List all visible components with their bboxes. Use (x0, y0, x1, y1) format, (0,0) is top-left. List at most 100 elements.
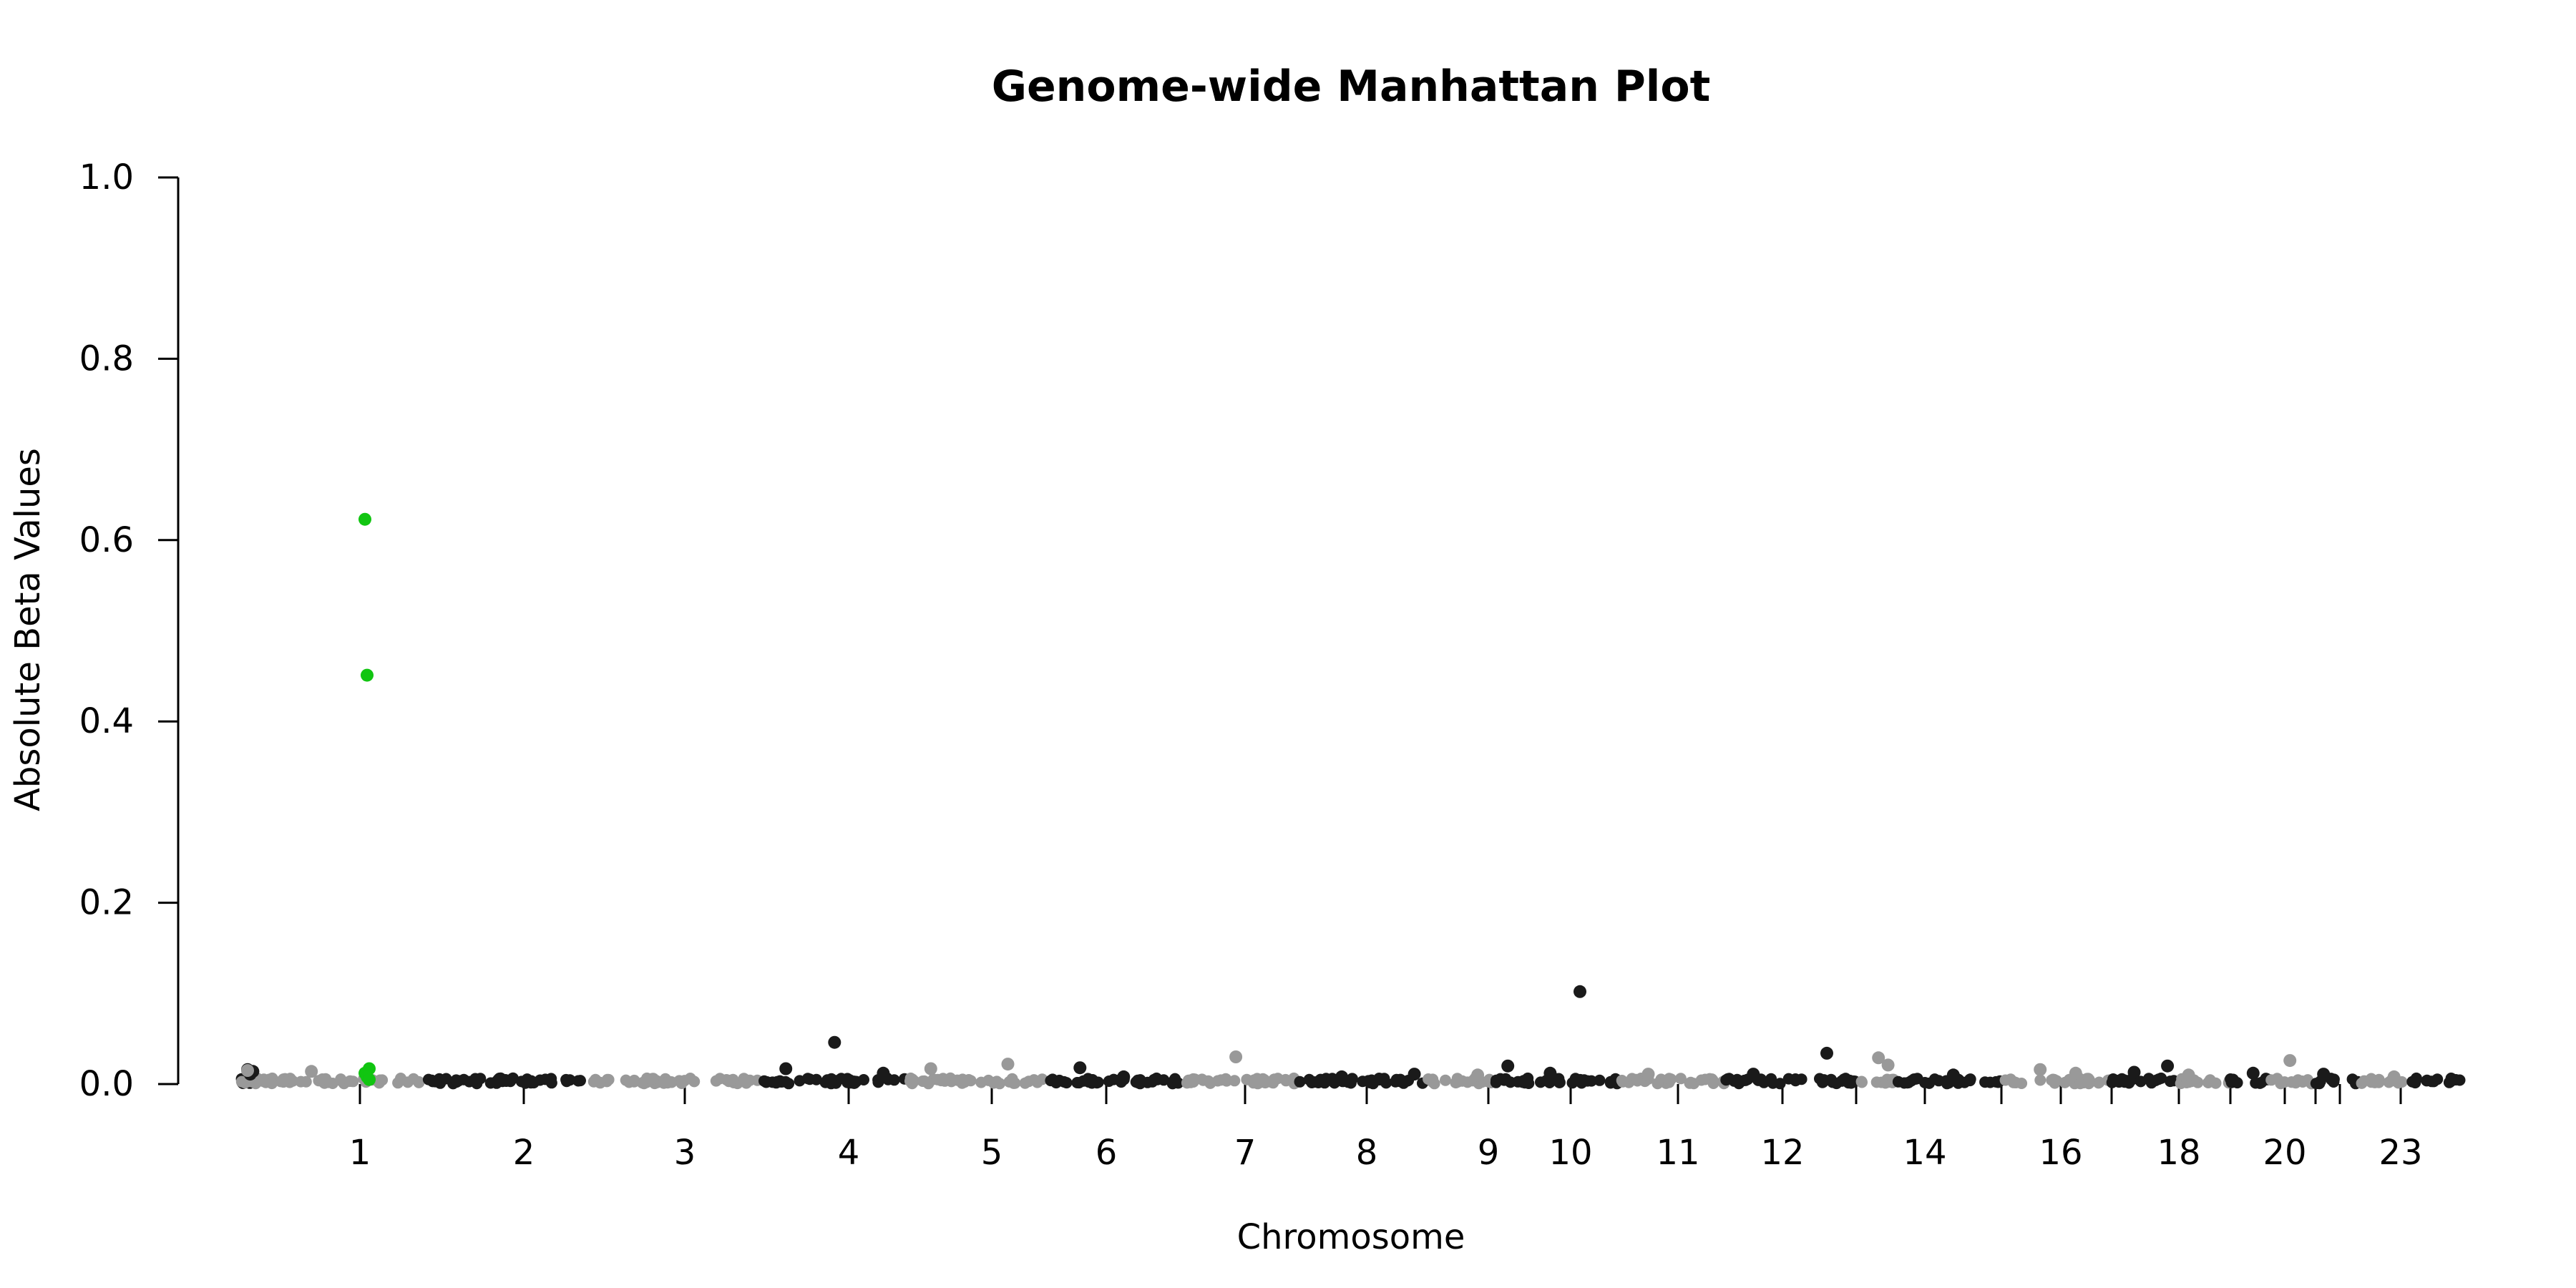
background-point (1581, 1075, 1594, 1087)
background-point (295, 1075, 307, 1088)
background-point (440, 1073, 452, 1085)
background-point (1631, 1075, 1644, 1087)
data-point (924, 1062, 937, 1075)
background-point (888, 1074, 900, 1086)
data-point (1574, 985, 1586, 998)
background-point (1364, 1077, 1376, 1088)
background-point (975, 1076, 987, 1088)
background-point (1151, 1073, 1163, 1085)
data-point (363, 1073, 376, 1086)
background-point (2370, 1075, 2382, 1087)
data-point (1872, 1051, 1885, 1065)
data-point (1471, 1068, 1485, 1082)
background-point (774, 1075, 786, 1087)
background-point (1782, 1073, 1795, 1085)
background-point (1491, 1074, 1502, 1086)
background-point (987, 1077, 1000, 1089)
background-point (2265, 1074, 2278, 1086)
data-point (1820, 1046, 1833, 1060)
background-points (235, 1072, 2466, 1090)
x-tick-label: 14 (1903, 1133, 1946, 1173)
background-point (1309, 1076, 1321, 1088)
data-point (1229, 1050, 1243, 1063)
background-point (835, 1073, 847, 1085)
x-tick-label: 5 (981, 1133, 1003, 1173)
background-point (1733, 1077, 1745, 1089)
background-point (326, 1078, 338, 1089)
x-tick-label: 1 (349, 1133, 371, 1173)
y-tick-label: 0.4 (79, 701, 134, 741)
data-point (1001, 1058, 1015, 1071)
background-point (1504, 1076, 1516, 1088)
background-point (2358, 1075, 2370, 1087)
data-point (1946, 1068, 1960, 1082)
background-point (2145, 1077, 2157, 1089)
data-point (2127, 1065, 2141, 1079)
background-point (2116, 1073, 2128, 1085)
background-point (1019, 1077, 1031, 1089)
data-point (1407, 1068, 1421, 1081)
background-point (1519, 1077, 1531, 1089)
background-point (1456, 1075, 1468, 1087)
background-point (2046, 1074, 2058, 1086)
x-tick-label: 18 (2157, 1133, 2200, 1173)
data-point (2182, 1068, 2195, 1082)
background-point (494, 1072, 507, 1084)
x-tick-label: 9 (1478, 1133, 1500, 1173)
background-point (819, 1076, 831, 1088)
background-point (1652, 1078, 1664, 1090)
background-point (2408, 1075, 2420, 1088)
background-point (1294, 1075, 1306, 1088)
background-point (469, 1073, 482, 1085)
data-point (241, 1064, 254, 1077)
background-point (714, 1073, 726, 1085)
background-point (1855, 1075, 1868, 1088)
background-point (2443, 1076, 2455, 1088)
data-point (2317, 1068, 2331, 1081)
data-point (1747, 1068, 1760, 1081)
data-point (305, 1065, 318, 1078)
background-point (1663, 1073, 1675, 1085)
background-point (2135, 1075, 2147, 1088)
background-point (1990, 1075, 2002, 1088)
background-point (2009, 1076, 2021, 1088)
background-point (906, 1078, 918, 1090)
data-point (2161, 1059, 2175, 1073)
background-point (956, 1077, 968, 1089)
background-point (1553, 1076, 1566, 1088)
background-point (1440, 1074, 1451, 1086)
background-point (2202, 1077, 2214, 1088)
background-point (1674, 1073, 1687, 1085)
background-point (939, 1075, 951, 1087)
background-point (1380, 1077, 1392, 1089)
data-point (2069, 1066, 2082, 1080)
background-point (2431, 1073, 2444, 1085)
background-point (922, 1078, 935, 1090)
data-point (2283, 1054, 2297, 1068)
background-point (1346, 1073, 1358, 1085)
background-point (458, 1073, 470, 1085)
background-point (2421, 1075, 2433, 1087)
background-point (1197, 1074, 1209, 1086)
x-tick-label: 10 (1548, 1133, 1592, 1173)
x-tick-label: 6 (1096, 1133, 1118, 1173)
data-point (1641, 1068, 1655, 1081)
background-point (1594, 1074, 1606, 1086)
background-point (1053, 1074, 1065, 1086)
data-point (2034, 1063, 2047, 1076)
background-point (527, 1077, 540, 1089)
background-point (2106, 1076, 2118, 1088)
background-point (1085, 1077, 1098, 1089)
data-point (1543, 1066, 1557, 1080)
data-point (358, 512, 371, 526)
x-tick-label: 8 (1356, 1133, 1378, 1173)
x-tick-label: 12 (1760, 1133, 1804, 1173)
background-point (1707, 1078, 1719, 1089)
x-tick-label: 3 (674, 1133, 696, 1173)
y-tick-label: 1.0 (79, 157, 134, 197)
background-point (858, 1074, 869, 1085)
background-point (1132, 1077, 1144, 1088)
background-point (1241, 1073, 1253, 1085)
y-axis-label: Absolute Beta Values (8, 448, 48, 811)
background-point (1616, 1075, 1629, 1088)
